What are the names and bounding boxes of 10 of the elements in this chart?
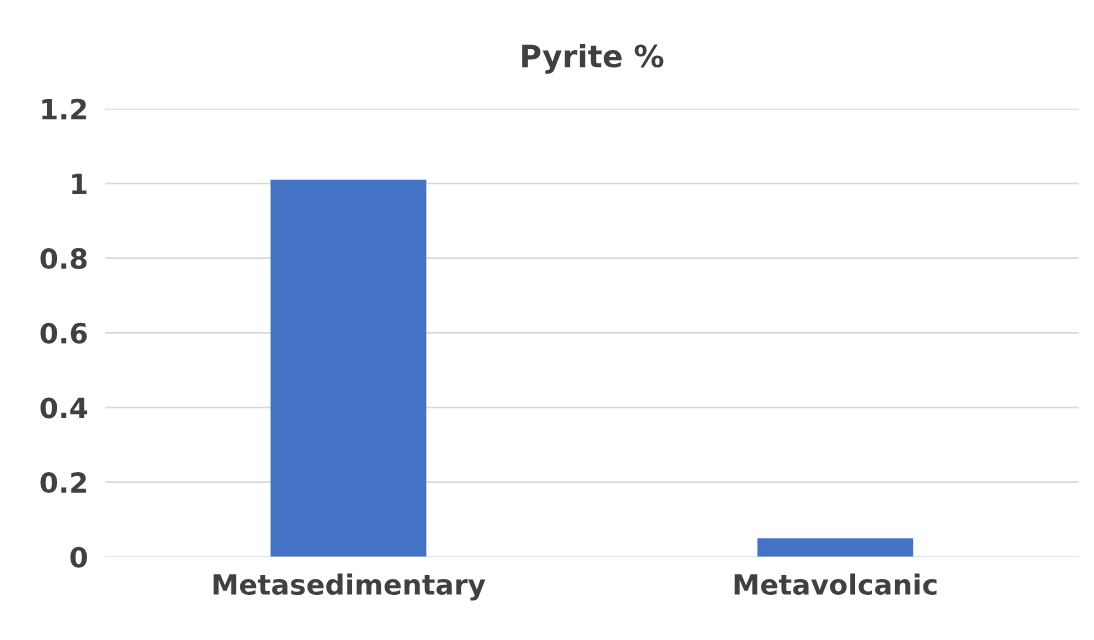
y-tick-label: 0.6	[40, 322, 87, 344]
y-tick-label: 0.8	[40, 248, 87, 270]
y-tick-label: 1	[72, 173, 87, 195]
y-tick-label: 0.4	[40, 397, 88, 419]
x-tick-label: Metavolcanic	[734, 573, 937, 595]
chart-title: Pyrite %	[522, 43, 664, 74]
x-tick-label: Metasedimentary	[213, 573, 486, 601]
y-tick-label: 1.2	[42, 98, 86, 120]
y-tick-label: 0.2	[40, 472, 86, 494]
y-tick-label: 0	[70, 546, 88, 568]
